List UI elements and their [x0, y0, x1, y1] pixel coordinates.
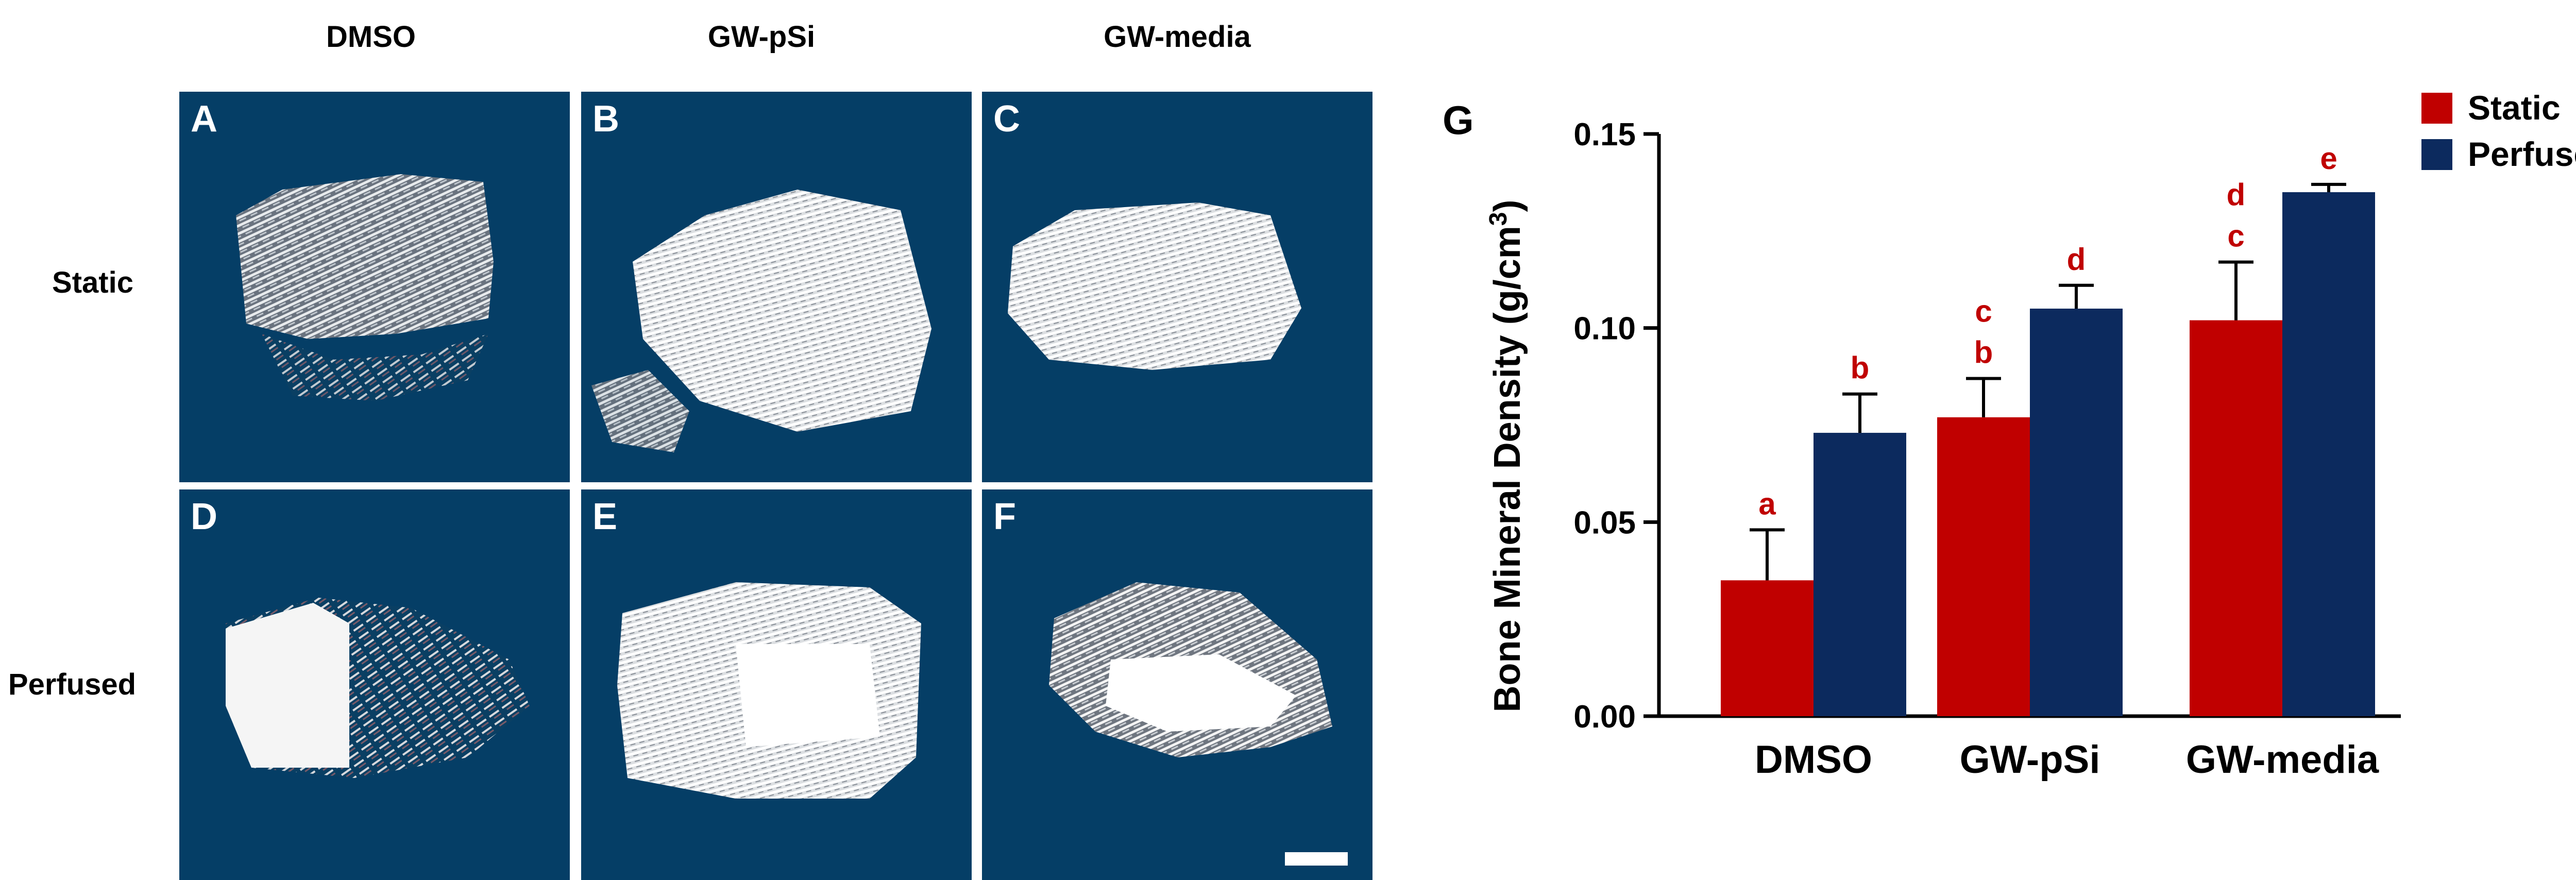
bar — [1721, 580, 1814, 716]
significance-letter: c — [1975, 294, 1992, 329]
panel-letter-g: G — [1443, 97, 1474, 143]
significance-letter: d — [2227, 178, 2246, 212]
bar — [2030, 309, 2123, 716]
panel-letter-a: A — [191, 98, 217, 140]
column-label-gw-psi: GW-pSi — [707, 20, 816, 54]
y-tick-label: 0.10 — [1573, 311, 1636, 347]
panel-letter-f: F — [993, 496, 1016, 537]
legend-swatch — [2421, 93, 2452, 124]
scan-image-e — [617, 582, 921, 799]
y-tick-label: 0.00 — [1573, 699, 1636, 735]
legend-swatch — [2421, 139, 2452, 170]
scan-image-a — [236, 174, 494, 401]
significance-letter: d — [2067, 242, 2086, 277]
panel-letter-b: B — [592, 98, 619, 140]
scan-image-c — [1008, 202, 1301, 370]
bar — [2282, 192, 2375, 716]
bar — [1814, 433, 1906, 716]
significance-letter: e — [2320, 141, 2337, 176]
legend-label: Static — [2468, 89, 2561, 127]
panel-b-gw-psi-static: B — [581, 92, 972, 482]
panel-letter-d: D — [191, 496, 217, 537]
bone-mineral-density-chart: 0.00 0.05 0.10 0.15 Bone Mineral Density (g/… — [1443, 89, 2576, 782]
panel-a-dmso-static: A — [179, 92, 570, 482]
panel-d-dmso-perfused: D — [179, 489, 570, 880]
significance-letter: c — [2227, 219, 2244, 253]
row-label-perfused: Perfused — [8, 668, 137, 701]
significance-letter: a — [1758, 486, 1776, 521]
column-label-gw-media: GW-media — [1104, 20, 1251, 54]
scan-image-d — [226, 598, 530, 778]
row-label-static: Static — [52, 266, 133, 299]
panel-letter-e: E — [592, 496, 618, 537]
x-tick-label: GW-pSi — [1960, 738, 2100, 782]
scan-image-b — [591, 190, 931, 452]
x-tick-label: GW-media — [2186, 738, 2379, 782]
legend-label: Perfused — [2468, 135, 2576, 173]
significance-letter: b — [1974, 335, 1993, 370]
y-tick-label: 0.05 — [1573, 505, 1636, 540]
panel-f-gw-media-perfused: F — [982, 489, 1372, 880]
bar — [1937, 417, 2030, 716]
x-tick-label: DMSO — [1755, 738, 1872, 782]
y-axis-title: Bone Mineral Density (g/cm3) — [1485, 200, 1529, 713]
scan-image-f — [1049, 582, 1332, 757]
column-label-dmso: DMSO — [326, 20, 416, 54]
scale-bar — [1285, 852, 1348, 866]
panel-c-gw-media-static: C — [982, 92, 1372, 482]
panel-e-gw-psi-perfused: E — [581, 489, 972, 880]
panel-letter-c: C — [993, 98, 1020, 140]
significance-letter: b — [1851, 351, 1870, 385]
y-tick-label: 0.15 — [1573, 117, 1636, 153]
bar — [2190, 320, 2282, 716]
